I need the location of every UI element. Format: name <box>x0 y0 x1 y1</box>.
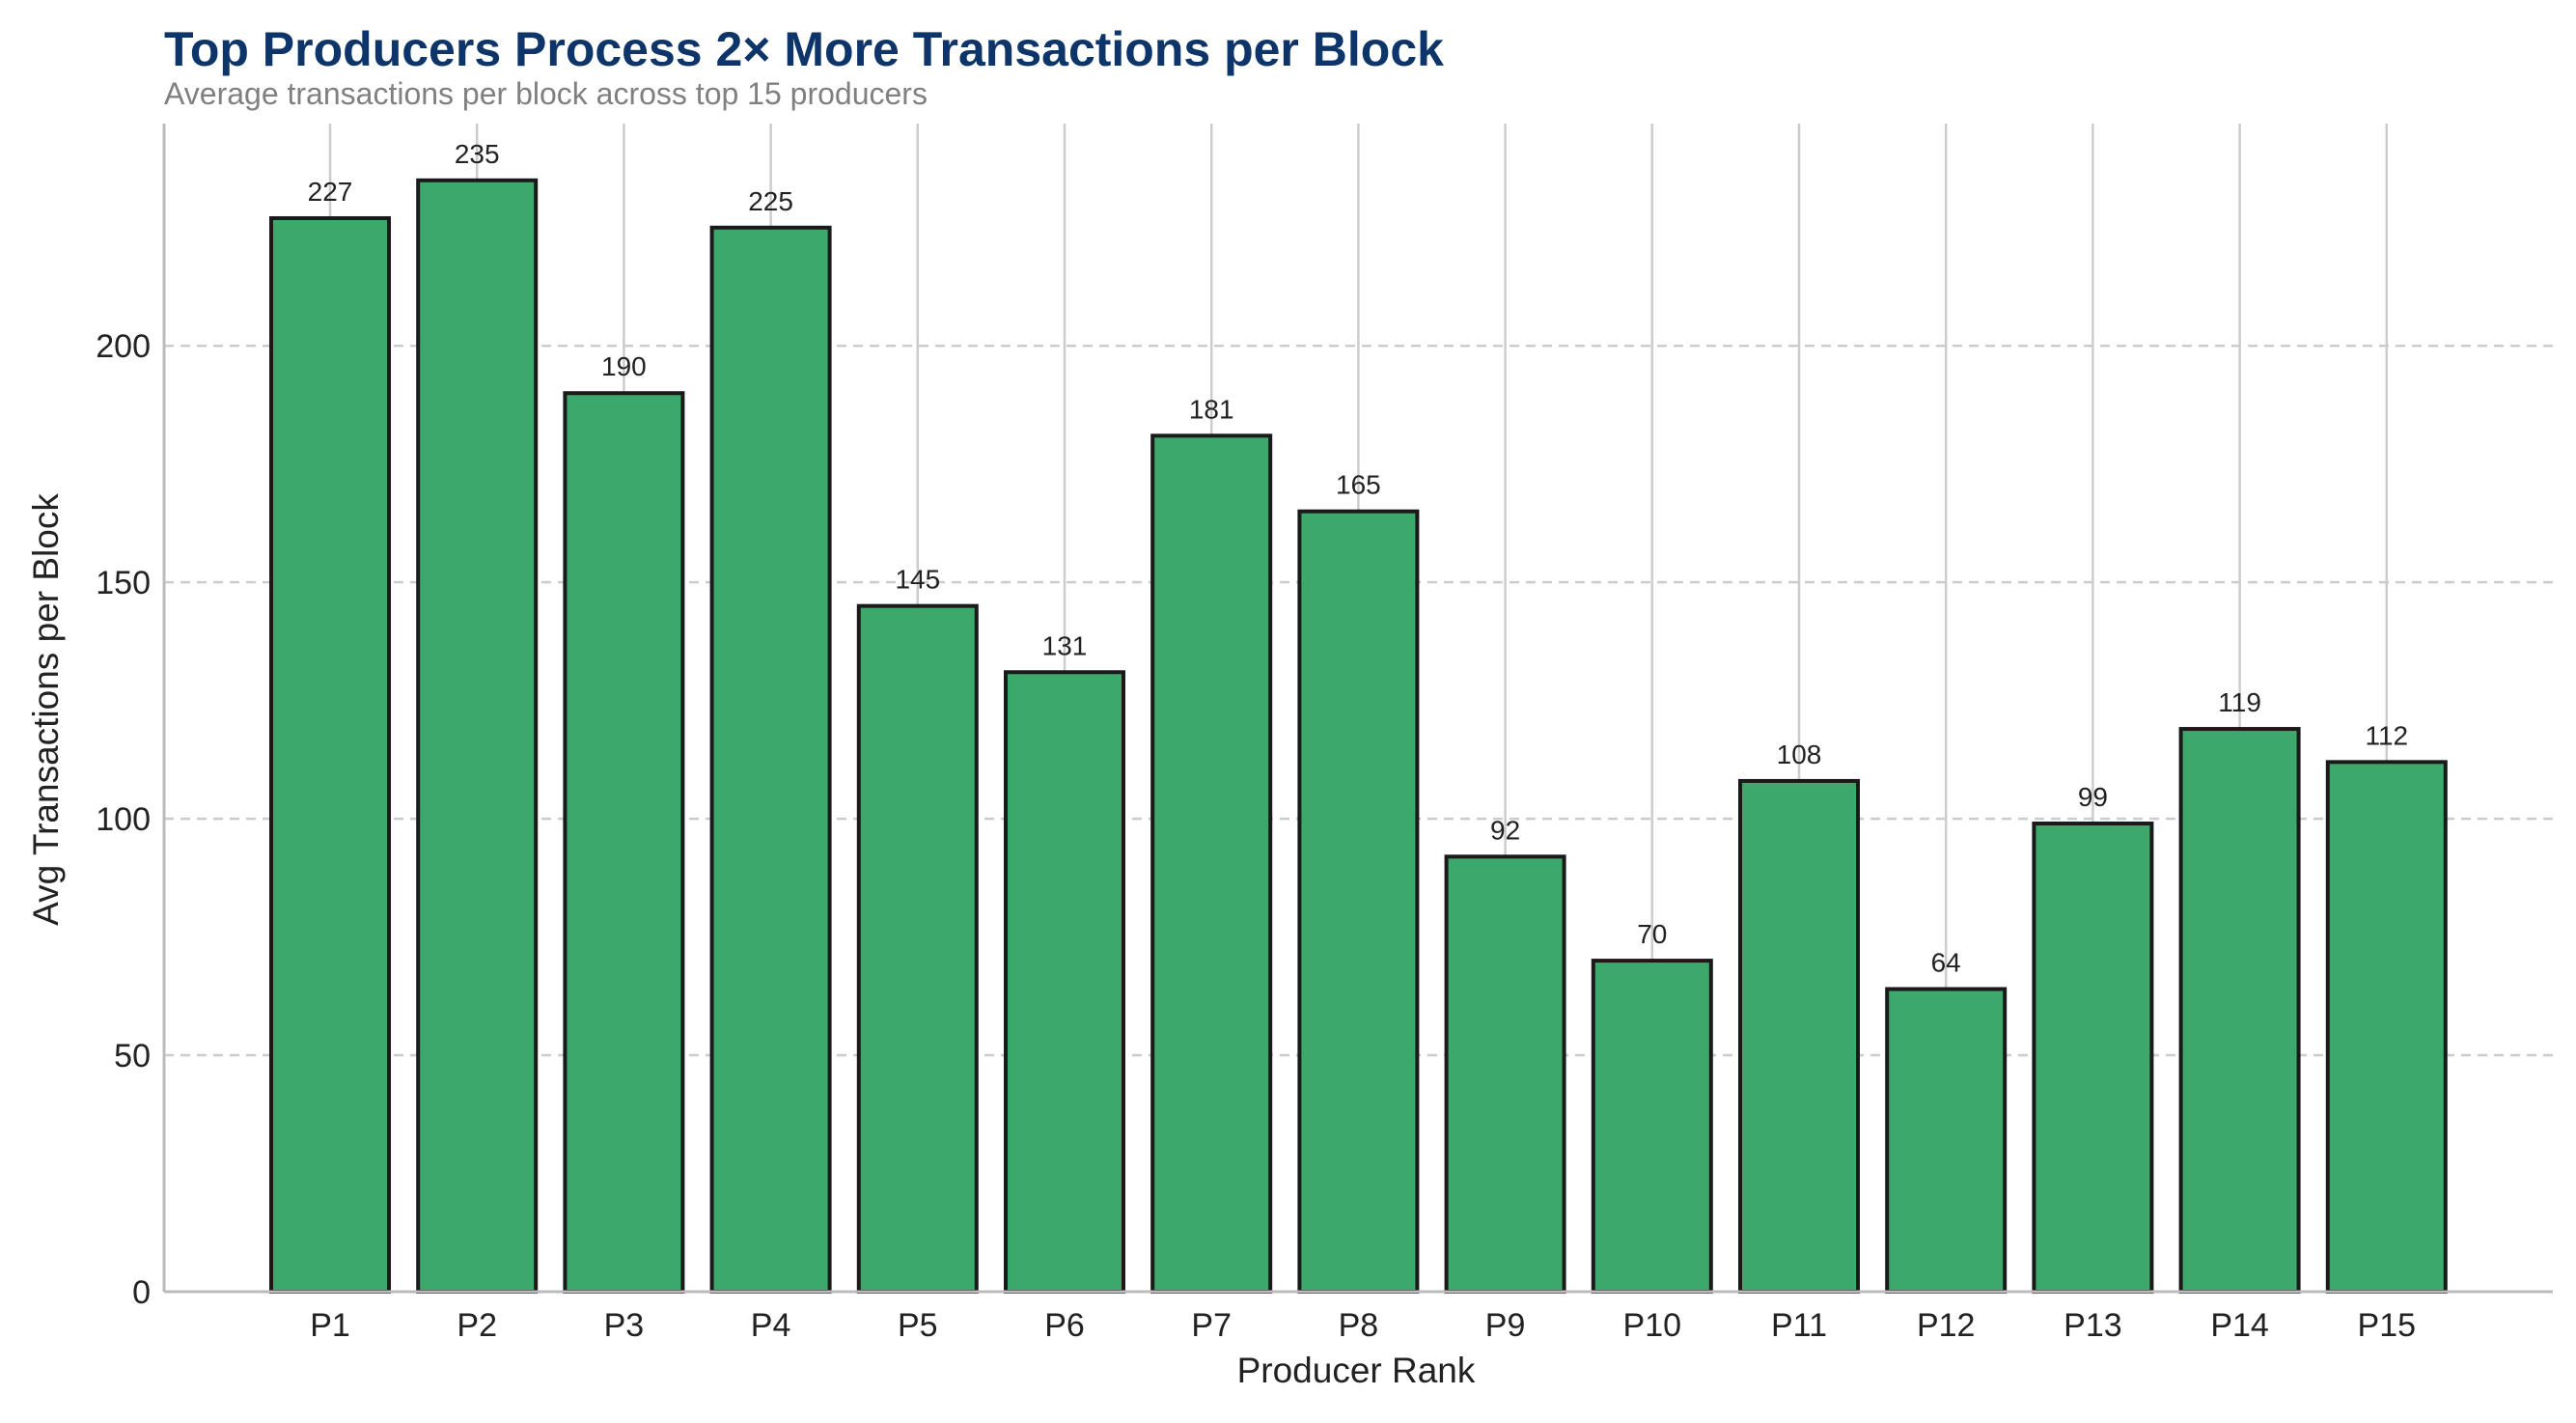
x-tick-label-p5: P5 <box>898 1307 938 1344</box>
x-tick-label-p11: P11 <box>1771 1307 1827 1344</box>
bar-p10 <box>1591 959 1713 1294</box>
x-tick-label-p9: P9 <box>1485 1307 1526 1344</box>
bar-p4 <box>709 225 832 1294</box>
bar-p9 <box>1444 854 1566 1295</box>
x-tick-label-p1: P1 <box>310 1307 350 1344</box>
y-axis-label: Avg Transactions per Block <box>26 493 66 926</box>
x-tick-label-p13: P13 <box>2064 1307 2122 1344</box>
data-label-p5: 145 <box>895 565 940 595</box>
data-label-p13: 99 <box>2078 782 2108 812</box>
bar-p11 <box>1738 778 1860 1294</box>
data-label-p15: 112 <box>2365 720 2408 750</box>
data-label-p11: 108 <box>1777 739 1822 769</box>
data-label-p4: 225 <box>748 186 793 216</box>
y-tick-label-0: 0 <box>132 1274 151 1311</box>
bar-p12 <box>1885 987 2008 1295</box>
data-label-p7: 181 <box>1189 394 1234 424</box>
data-label-p2: 235 <box>455 139 500 169</box>
bar-p13 <box>2032 822 2154 1295</box>
labels: 227 235 190 225 145 131 181 165 92 70 108 64 99 119 11… <box>96 139 2416 1344</box>
bar-p14 <box>2178 727 2301 1294</box>
x-tick-label-p15: P15 <box>2358 1307 2417 1344</box>
x-tick-label-p12: P12 <box>1917 1307 1976 1344</box>
bars <box>269 178 2448 1295</box>
x-axis-label: Producer Rank <box>1237 1351 1476 1390</box>
bar-p5 <box>856 603 979 1294</box>
y-tick-label-150: 150 <box>96 565 151 601</box>
data-label-p9: 92 <box>1490 815 1520 845</box>
data-label-p3: 190 <box>601 351 647 381</box>
data-label-p8: 165 <box>1336 470 1381 500</box>
data-label-p12: 64 <box>1931 947 1961 977</box>
bar-p8 <box>1297 509 1420 1294</box>
bar-p3 <box>563 391 685 1294</box>
y-tick-label-200: 200 <box>96 328 151 365</box>
x-tick-label-p14: P14 <box>2210 1307 2269 1344</box>
bar-p6 <box>1004 670 1125 1294</box>
data-label-p1: 227 <box>308 177 353 207</box>
axes <box>162 124 2553 1294</box>
bar-p7 <box>1150 433 1273 1294</box>
x-tick-label-p10: P10 <box>1623 1307 1682 1344</box>
x-tick-label-p2: P2 <box>457 1307 497 1344</box>
bar-p1 <box>269 215 391 1294</box>
x-tick-label-p8: P8 <box>1339 1307 1379 1344</box>
y-tick-label-100: 100 <box>96 801 151 838</box>
data-label-p10: 70 <box>1637 919 1667 949</box>
bar-p2 <box>416 178 539 1295</box>
data-label-p6: 131 <box>1042 630 1088 660</box>
x-tick-label-p7: P7 <box>1191 1307 1232 1344</box>
x-tick-label-p3: P3 <box>604 1307 645 1344</box>
chart-subtitle: Average transactions per block across to… <box>164 76 928 111</box>
x-tick-label-p4: P4 <box>751 1307 791 1344</box>
x-tick-label-p6: P6 <box>1044 1307 1085 1344</box>
y-tick-label-50: 50 <box>114 1038 151 1074</box>
data-label-p14: 119 <box>2218 687 2261 717</box>
chart-title: Top Producers Process 2× More Transactio… <box>164 22 1444 76</box>
bar-p15 <box>2325 760 2448 1294</box>
